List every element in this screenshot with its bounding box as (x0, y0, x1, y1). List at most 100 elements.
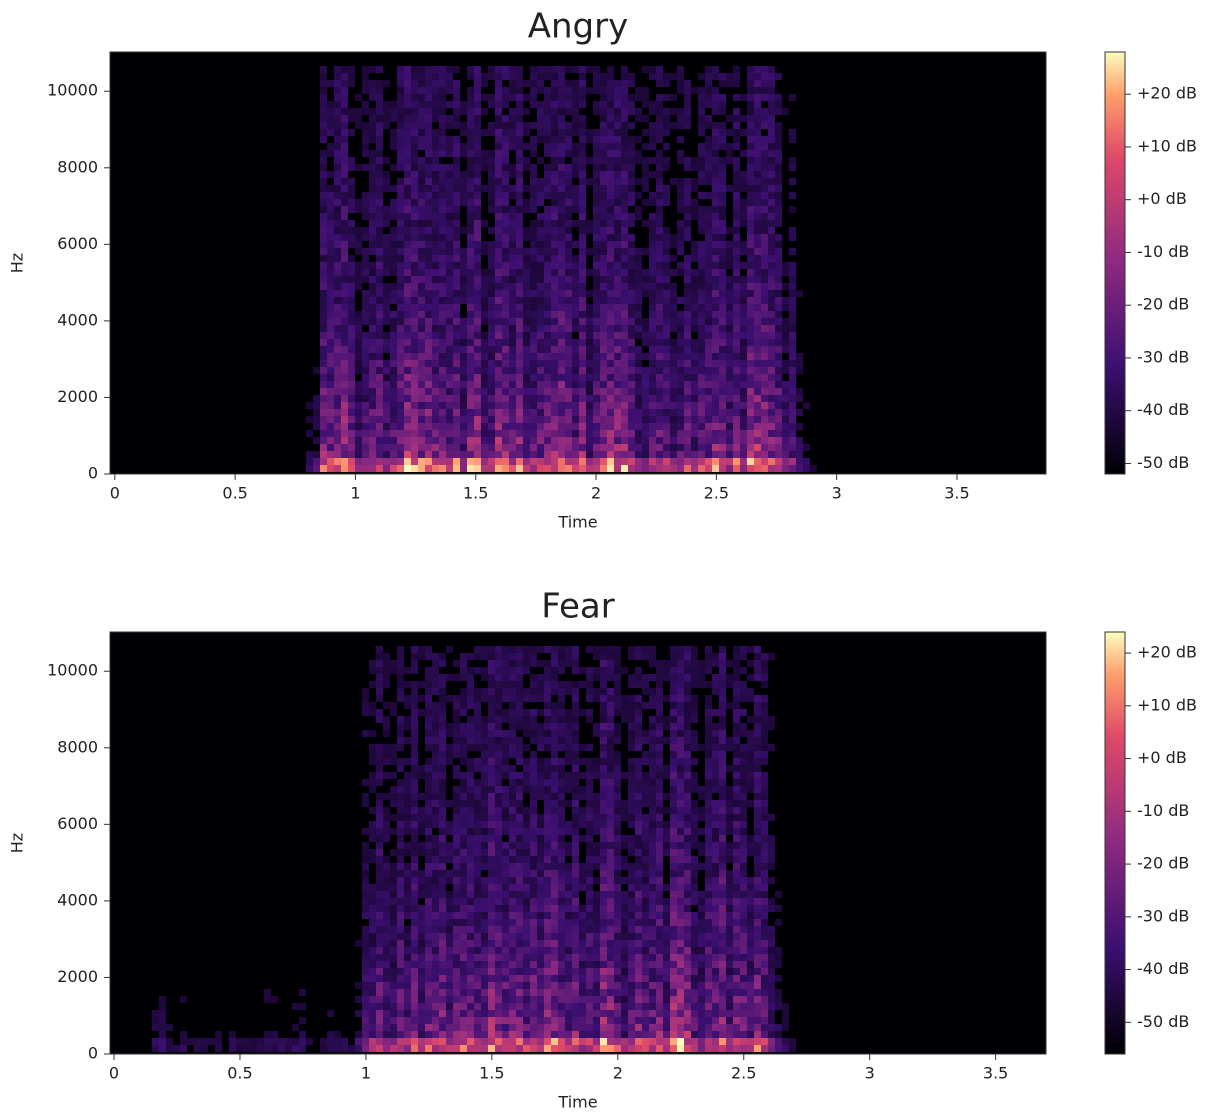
spectrogram-cell (369, 758, 376, 765)
spectrogram-cell (565, 234, 572, 241)
spectrogram-cell (684, 325, 691, 332)
spectrogram-cell (523, 646, 530, 653)
spectrogram-cell (565, 416, 572, 423)
spectrogram-cell (705, 437, 712, 444)
spectrogram-cell (670, 290, 677, 297)
spectrogram-cell (712, 332, 719, 339)
spectrogram-cell (453, 325, 460, 332)
spectrogram-cell (488, 933, 495, 940)
spectrogram-cell (656, 136, 663, 143)
spectrogram-cell (411, 157, 418, 164)
spectrogram-cell (761, 353, 768, 360)
spectrogram-cell (530, 465, 537, 472)
spectrogram-cell (677, 311, 684, 318)
spectrogram-cell (439, 367, 446, 374)
spectrogram-cell (432, 765, 439, 772)
spectrogram-cell (320, 416, 327, 423)
spectrogram-cell (355, 395, 362, 402)
spectrogram-cell (432, 108, 439, 115)
spectrogram-cell (341, 185, 348, 192)
spectrogram-cell (411, 667, 418, 674)
spectrogram-cell (558, 339, 565, 346)
spectrogram-cell (467, 688, 474, 695)
spectrogram-cell (467, 1010, 474, 1017)
spectrogram-cell (761, 241, 768, 248)
spectrogram-cell (341, 332, 348, 339)
spectrogram-cell (698, 444, 705, 451)
spectrogram-cell (390, 346, 397, 353)
spectrogram-cell (481, 1045, 488, 1052)
spectrogram-cell (747, 353, 754, 360)
spectrogram-cell (789, 94, 796, 101)
spectrogram-cell (488, 814, 495, 821)
spectrogram-cell (446, 66, 453, 73)
spectrogram-cell (425, 101, 432, 108)
spectrogram-cell (530, 821, 537, 828)
spectrogram-cell (369, 395, 376, 402)
spectrogram-cell (516, 430, 523, 437)
spectrogram-cell (502, 919, 509, 926)
spectrogram-cell (488, 437, 495, 444)
spectrogram-cell (670, 94, 677, 101)
spectrogram-cell (425, 961, 432, 968)
spectrogram-cell (425, 423, 432, 430)
spectrogram-cell (383, 171, 390, 178)
spectrogram-cell (481, 842, 488, 849)
spectrogram-cell (502, 297, 509, 304)
spectrogram-cell (782, 458, 789, 465)
spectrogram-cell (775, 255, 782, 262)
spectrogram-cell (747, 143, 754, 150)
spectrogram-cell (586, 129, 593, 136)
spectrogram-cell (467, 304, 474, 311)
spectrogram-cell (698, 87, 705, 94)
spectrogram-cell (390, 115, 397, 122)
spectrogram-cell (516, 884, 523, 891)
spectrogram-cell (369, 346, 376, 353)
spectrogram-cell (558, 192, 565, 199)
spectrogram-cell (663, 269, 670, 276)
spectrogram-cell (572, 346, 579, 353)
spectrogram-cell (439, 954, 446, 961)
spectrogram-cell (614, 234, 621, 241)
spectrogram-cell (530, 283, 537, 290)
spectrogram-cell (418, 465, 425, 472)
spectrogram-cell (460, 1038, 467, 1045)
spectrogram-cell (348, 430, 355, 437)
spectrogram-cell (593, 346, 600, 353)
spectrogram-cell (320, 122, 327, 129)
spectrogram-cell (390, 437, 397, 444)
spectrogram-cell (502, 926, 509, 933)
spectrogram-cell (740, 311, 747, 318)
spectrogram-cell (460, 388, 467, 395)
spectrogram-cell (677, 409, 684, 416)
spectrogram-cell (684, 269, 691, 276)
spectrogram-cell (383, 856, 390, 863)
spectrogram-cell (768, 136, 775, 143)
spectrogram-cell (754, 66, 761, 73)
spectrogram-cell (369, 989, 376, 996)
spectrogram-cell (327, 101, 334, 108)
spectrogram-cell (586, 353, 593, 360)
spectrogram-cell (530, 276, 537, 283)
spectrogram-cell (320, 171, 327, 178)
spectrogram-cell (418, 821, 425, 828)
spectrogram-cell (460, 835, 467, 842)
spectrogram-cell (600, 402, 607, 409)
spectrogram-cell (446, 402, 453, 409)
spectrogram-cell (607, 451, 614, 458)
spectrogram-cell (467, 388, 474, 395)
spectrogram-cell (656, 367, 663, 374)
spectrogram-cell (376, 136, 383, 143)
spectrogram-cell (467, 115, 474, 122)
spectrogram-cell (509, 954, 516, 961)
spectrogram-cell (411, 982, 418, 989)
spectrogram-cell (432, 381, 439, 388)
spectrogram-cell (782, 283, 789, 290)
spectrogram-cell (691, 269, 698, 276)
spectrogram-cell (761, 206, 768, 213)
spectrogram-cell (565, 255, 572, 262)
spectrogram-cell (418, 1038, 425, 1045)
spectrogram-cell (558, 423, 565, 430)
spectrogram-cell (390, 667, 397, 674)
spectrogram-cell (404, 779, 411, 786)
